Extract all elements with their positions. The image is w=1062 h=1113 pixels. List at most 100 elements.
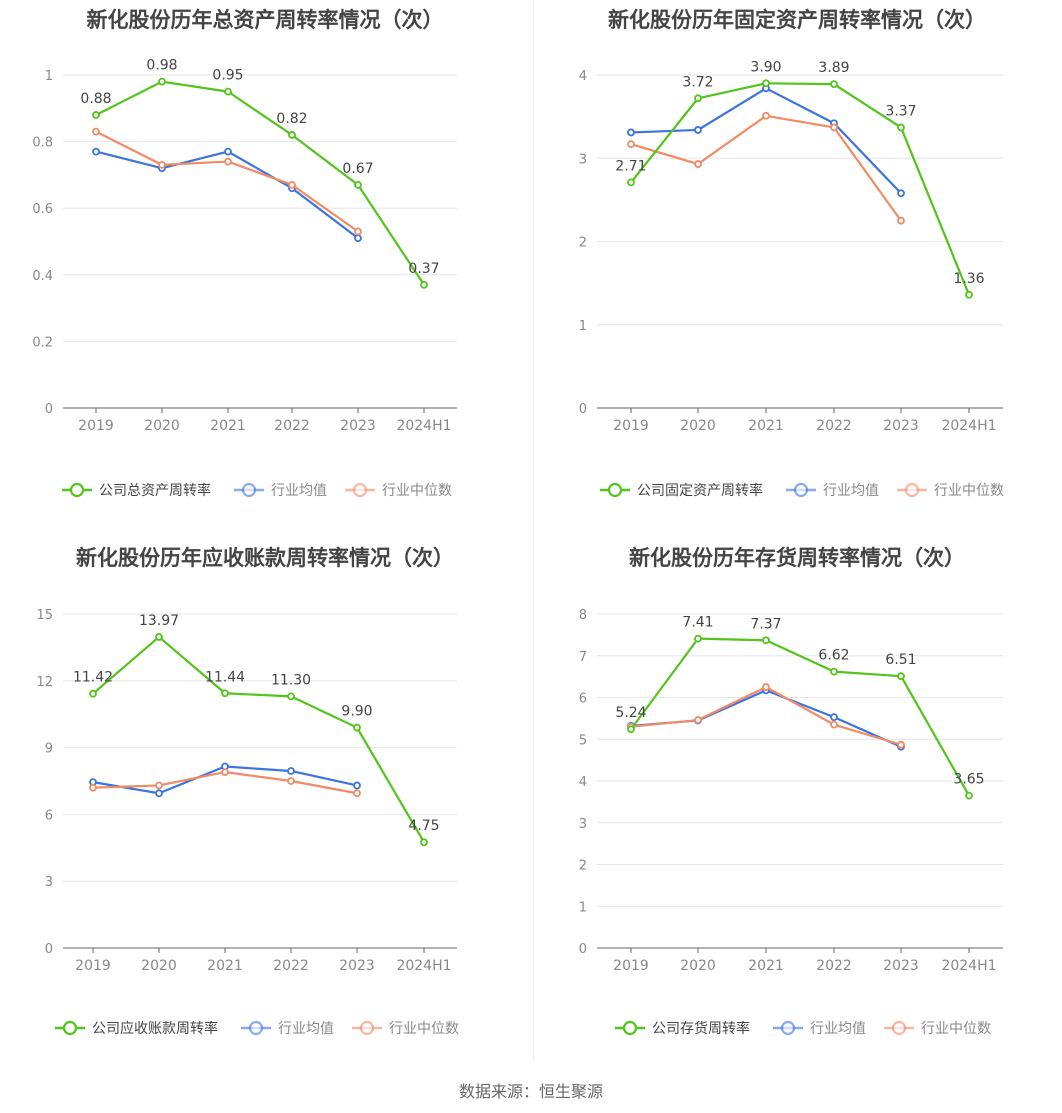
legend-swatch-marker — [607, 482, 623, 498]
legend-swatch-marker — [62, 1020, 78, 1036]
data-point — [694, 716, 702, 724]
data-label: 5.24 — [615, 705, 646, 721]
data-label: 7.41 — [682, 615, 713, 631]
data-point — [627, 128, 635, 137]
x-tick-label: 2020 — [680, 958, 716, 974]
chart-title-total-asset-turnover: 新化股份历年总资产周转率情况（次） — [86, 8, 444, 32]
y-tick-label: 1 — [579, 319, 587, 334]
data-label: 3.72 — [682, 74, 713, 90]
legend-swatch-marker — [359, 1020, 375, 1036]
data-point — [965, 290, 973, 299]
x-tick-label: 2024H1 — [941, 958, 996, 974]
data-label: 0.95 — [212, 68, 243, 84]
data-point — [897, 123, 905, 132]
y-tick-label: 3 — [579, 817, 587, 832]
legend-swatch-marker — [241, 482, 257, 498]
data-point — [897, 216, 905, 225]
series-line-industry-median — [630, 685, 902, 746]
x-tick-label: 2021 — [748, 418, 784, 434]
legend-label: 公司总资产周转率 — [99, 482, 211, 499]
y-tick-label: 0 — [45, 942, 53, 957]
data-point — [287, 692, 295, 701]
series-line-company — [630, 637, 970, 797]
data-label: 3.89 — [818, 60, 849, 76]
x-tick-label: 2023 — [883, 958, 919, 974]
x-tick-label: 2022 — [273, 958, 309, 974]
x-tick-label: 2021 — [207, 958, 243, 974]
chart-panel-1: 0 0.2 0.4 0.6 0.8 1 2019 2020 2021 2022 2023 2024H1… — [32, 58, 457, 499]
x-tick-label: 2019 — [75, 958, 111, 974]
legend-label: 行业中位数 — [921, 1021, 991, 1037]
data-label: 0.98 — [146, 58, 177, 74]
data-label: 0.82 — [276, 111, 307, 127]
y-tick-label: 0 — [45, 402, 53, 417]
chart-panel-3: 0 3 6 9 12 15 2019 2020 2021 2022 2023 2024H1 11.42 1… — [36, 608, 459, 1037]
data-point — [694, 94, 702, 103]
y-tick-label: 0.2 — [32, 335, 53, 350]
x-tick-label: 2022 — [816, 958, 852, 974]
legend-label: 公司应收账款周转率 — [92, 1020, 218, 1037]
legend-label: 公司固定资产周转率 — [637, 482, 763, 499]
data-point — [155, 781, 163, 790]
data-label: 1.36 — [953, 271, 984, 287]
x-tick-label: 2024H1 — [396, 958, 451, 974]
series-line-industry-median — [95, 130, 359, 233]
data-label: 11.30 — [271, 672, 311, 688]
data-point — [221, 689, 229, 698]
legend-swatch-marker — [780, 1020, 796, 1036]
legend-swatch-marker — [891, 1020, 907, 1036]
data-point — [897, 189, 905, 198]
series-line-industry-avg — [630, 689, 902, 748]
data-label: 6.51 — [885, 652, 916, 668]
chart-title-fixed-asset-turnover: 新化股份历年固定资产周转率情况（次） — [608, 8, 986, 32]
y-tick-label: 0.8 — [32, 136, 53, 151]
data-source-label: 数据来源：恒生聚源 — [458, 1082, 603, 1101]
legend-label: 行业均值 — [810, 1021, 866, 1037]
data-point — [354, 227, 362, 236]
data-label: 3.90 — [750, 59, 781, 75]
data-point — [287, 767, 295, 775]
y-tick-label: 0 — [579, 942, 587, 957]
y-tick-label: 8 — [579, 608, 587, 623]
data-point — [287, 777, 295, 785]
legend-swatch-marker — [904, 482, 920, 498]
y-tick-label: 6 — [579, 692, 587, 707]
data-point — [224, 87, 232, 96]
y-tick-label: 1 — [579, 900, 587, 915]
legend-swatch-marker — [622, 1020, 638, 1036]
x-tick-label: 2019 — [613, 418, 649, 434]
data-label: 4.75 — [408, 818, 439, 834]
y-tick-label: 3 — [45, 875, 53, 890]
legend-label: 行业均值 — [278, 1021, 334, 1037]
data-label: 0.88 — [80, 91, 111, 107]
data-point — [830, 720, 838, 729]
data-label: 2.71 — [615, 158, 646, 174]
data-label: 0.67 — [342, 161, 373, 177]
data-point — [353, 781, 361, 790]
y-tick-label: 12 — [36, 675, 53, 690]
data-point — [627, 725, 635, 734]
y-tick-label: 4 — [579, 69, 587, 84]
x-tick-label: 2019 — [613, 958, 649, 974]
data-point — [158, 77, 166, 86]
x-tick-label: 2023 — [339, 958, 375, 974]
legend-swatch-marker — [69, 482, 85, 498]
x-tick-label: 2024H1 — [396, 418, 451, 434]
data-point — [92, 127, 100, 136]
y-tick-label: 7 — [579, 650, 587, 665]
data-label: 13.97 — [139, 613, 179, 629]
data-point — [420, 280, 428, 289]
data-label: 3.65 — [953, 772, 984, 788]
data-point — [155, 633, 163, 641]
data-point — [420, 838, 428, 847]
chart-panel-2: 0 1 2 3 4 2019 2020 2021 2022 2023 2024H1 2.71 3.72 3… — [579, 59, 1004, 499]
data-point — [158, 161, 166, 169]
y-tick-label: 0.4 — [32, 269, 53, 284]
x-tick-label: 2023 — [340, 418, 376, 434]
y-tick-label: 4 — [579, 775, 587, 790]
legend-label: 行业中位数 — [389, 1021, 459, 1037]
x-tick-label: 2021 — [210, 418, 246, 434]
y-tick-label: 3 — [579, 152, 587, 167]
legend-label: 行业中位数 — [934, 483, 1004, 499]
